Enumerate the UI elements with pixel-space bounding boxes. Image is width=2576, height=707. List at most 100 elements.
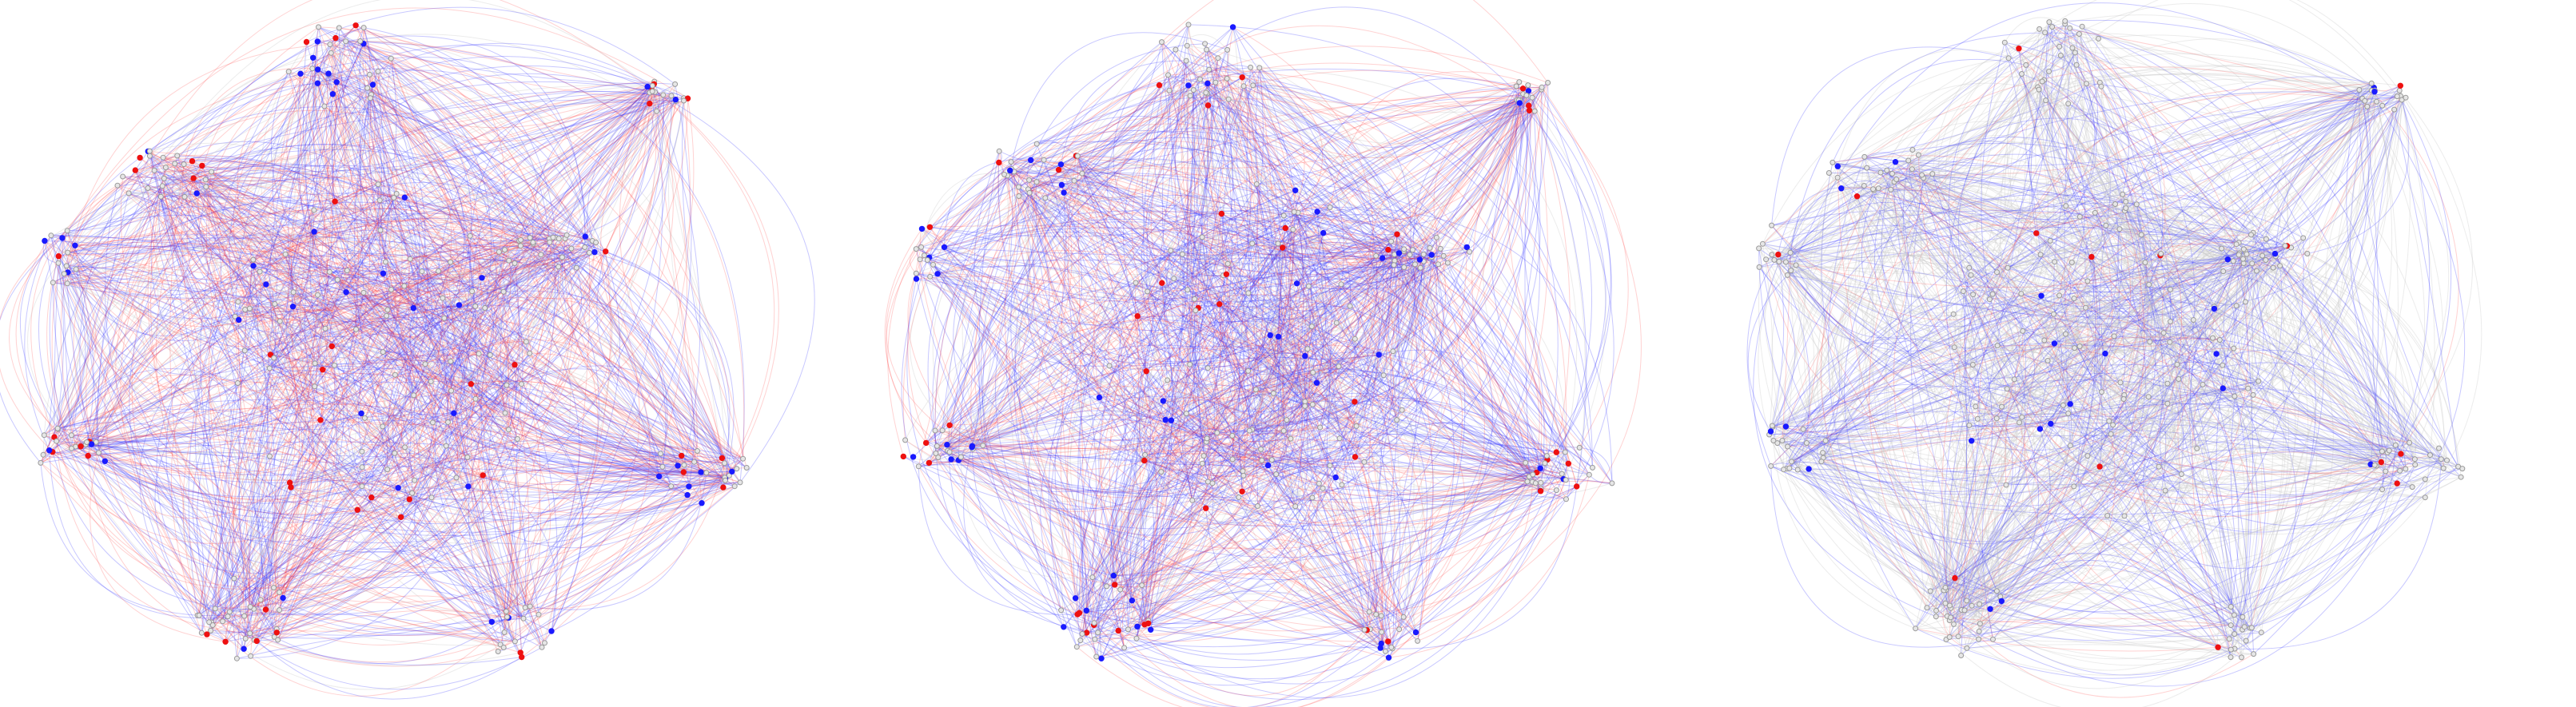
edge	[400, 271, 473, 518]
node	[479, 275, 485, 281]
edge	[1079, 228, 1286, 614]
edge	[1220, 213, 1547, 460]
node	[1892, 159, 1899, 165]
edge	[345, 41, 745, 483]
edge	[67, 238, 550, 284]
edge	[1162, 262, 1448, 402]
edge	[1975, 58, 2048, 407]
edge	[1857, 196, 2115, 337]
edge	[1282, 99, 1518, 248]
node	[1825, 170, 1832, 176]
edge	[1028, 42, 1162, 190]
edge	[1926, 399, 2124, 609]
edge	[2110, 332, 2172, 435]
edge	[2070, 406, 2459, 467]
edge	[2123, 399, 2426, 503]
edge	[1134, 282, 1376, 615]
edge	[2066, 83, 2161, 254]
edge	[245, 208, 516, 310]
edge	[1908, 160, 2234, 262]
node	[586, 249, 592, 256]
edge	[1297, 212, 1398, 250]
edge	[198, 465, 663, 616]
edge	[1232, 26, 1518, 148]
edge	[1133, 382, 1317, 639]
edge	[1790, 252, 2071, 447]
edge	[44, 92, 655, 481]
edge	[1915, 256, 2276, 629]
edge	[1200, 78, 1304, 456]
edge	[57, 252, 590, 429]
edge	[51, 230, 250, 634]
edge	[2234, 395, 2431, 456]
edge	[1949, 99, 2403, 637]
edge	[2001, 353, 2217, 602]
edge	[270, 231, 316, 387]
edge	[404, 285, 518, 439]
node	[1467, 248, 1473, 255]
edge	[2039, 314, 2063, 430]
edge	[1806, 443, 2382, 613]
edge	[1098, 397, 1144, 461]
edge	[256, 44, 469, 641]
edge	[1772, 245, 2287, 427]
edge	[43, 242, 585, 436]
edge	[1837, 177, 2102, 392]
edge	[1758, 232, 2112, 435]
edge	[1249, 254, 1411, 431]
node	[262, 606, 269, 613]
edge	[1093, 366, 1340, 626]
node	[1008, 159, 1014, 165]
edge	[1081, 338, 1356, 634]
edge	[1109, 243, 1252, 367]
node	[2057, 52, 2064, 58]
edge	[1864, 181, 2164, 333]
edge	[1256, 94, 1527, 185]
edge	[2039, 340, 2112, 435]
edge	[1076, 632, 1416, 707]
edge	[1098, 316, 1149, 624]
node	[257, 268, 263, 275]
edge	[1954, 22, 2050, 407]
edge-layer	[884, 0, 1642, 707]
node	[1016, 193, 1022, 199]
edge	[1232, 26, 1374, 340]
node	[242, 635, 249, 641]
node	[1288, 435, 1294, 442]
edge	[2001, 280, 2088, 407]
edge	[410, 91, 655, 260]
edge	[2021, 253, 2275, 348]
edge	[335, 38, 534, 243]
edge	[409, 304, 460, 395]
edge	[1774, 201, 2126, 260]
edge	[88, 306, 293, 456]
edge	[1276, 82, 1549, 475]
node	[1919, 172, 1925, 178]
node-layer	[38, 22, 750, 661]
edge	[1791, 97, 2407, 463]
edge	[1249, 95, 1528, 431]
edge	[1167, 237, 1437, 392]
edge	[1109, 365, 1187, 415]
edge	[1165, 213, 1222, 420]
edge	[2275, 256, 2410, 443]
edge	[958, 294, 1563, 475]
edge	[2248, 96, 2398, 389]
edge	[919, 259, 1244, 476]
edge	[2196, 248, 2244, 449]
node	[1240, 83, 1247, 89]
node	[1098, 655, 1105, 661]
node	[1347, 303, 1353, 309]
edge	[1268, 419, 1398, 482]
edge	[67, 239, 738, 470]
edge	[238, 320, 539, 615]
edge	[66, 44, 330, 267]
edge	[1165, 85, 1529, 421]
edge	[237, 44, 336, 303]
edge	[444, 317, 541, 607]
edge	[394, 84, 675, 375]
edge	[1170, 86, 1543, 421]
edge	[265, 273, 730, 476]
edge	[495, 90, 653, 414]
edge	[205, 186, 659, 486]
